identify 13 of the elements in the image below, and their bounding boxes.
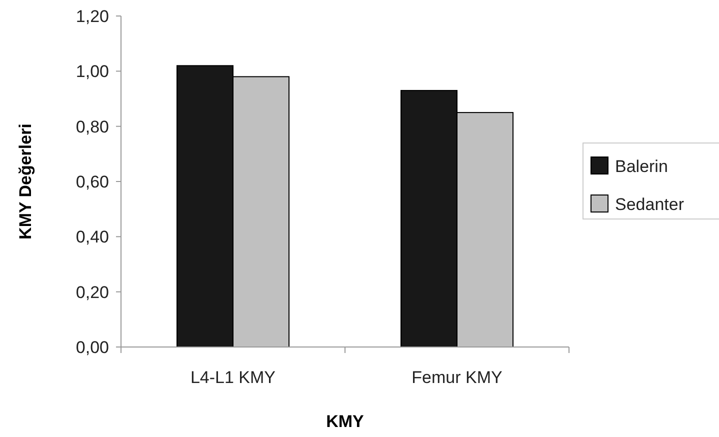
y-tick-label: 0,40: [76, 228, 109, 247]
y-tick-label: 0,20: [76, 282, 109, 302]
y-tick-label: 0,60: [76, 172, 109, 192]
y-axis-title: KMY Değerleri: [16, 124, 35, 240]
y-tick-label: 1,20: [76, 6, 109, 26]
legend-label: Balerin: [615, 156, 668, 176]
x-axis-title: KMY: [326, 412, 365, 431]
legend-label: Sedanter: [615, 194, 684, 214]
y-tick-label: 1,00: [76, 62, 109, 82]
y-tick-label: 0,80: [76, 117, 109, 136]
y-tick-label: 0,00: [76, 338, 109, 357]
x-tick-label: Femur KMY: [412, 368, 502, 387]
x-tick-label: L4-L1 KMY: [190, 368, 276, 387]
